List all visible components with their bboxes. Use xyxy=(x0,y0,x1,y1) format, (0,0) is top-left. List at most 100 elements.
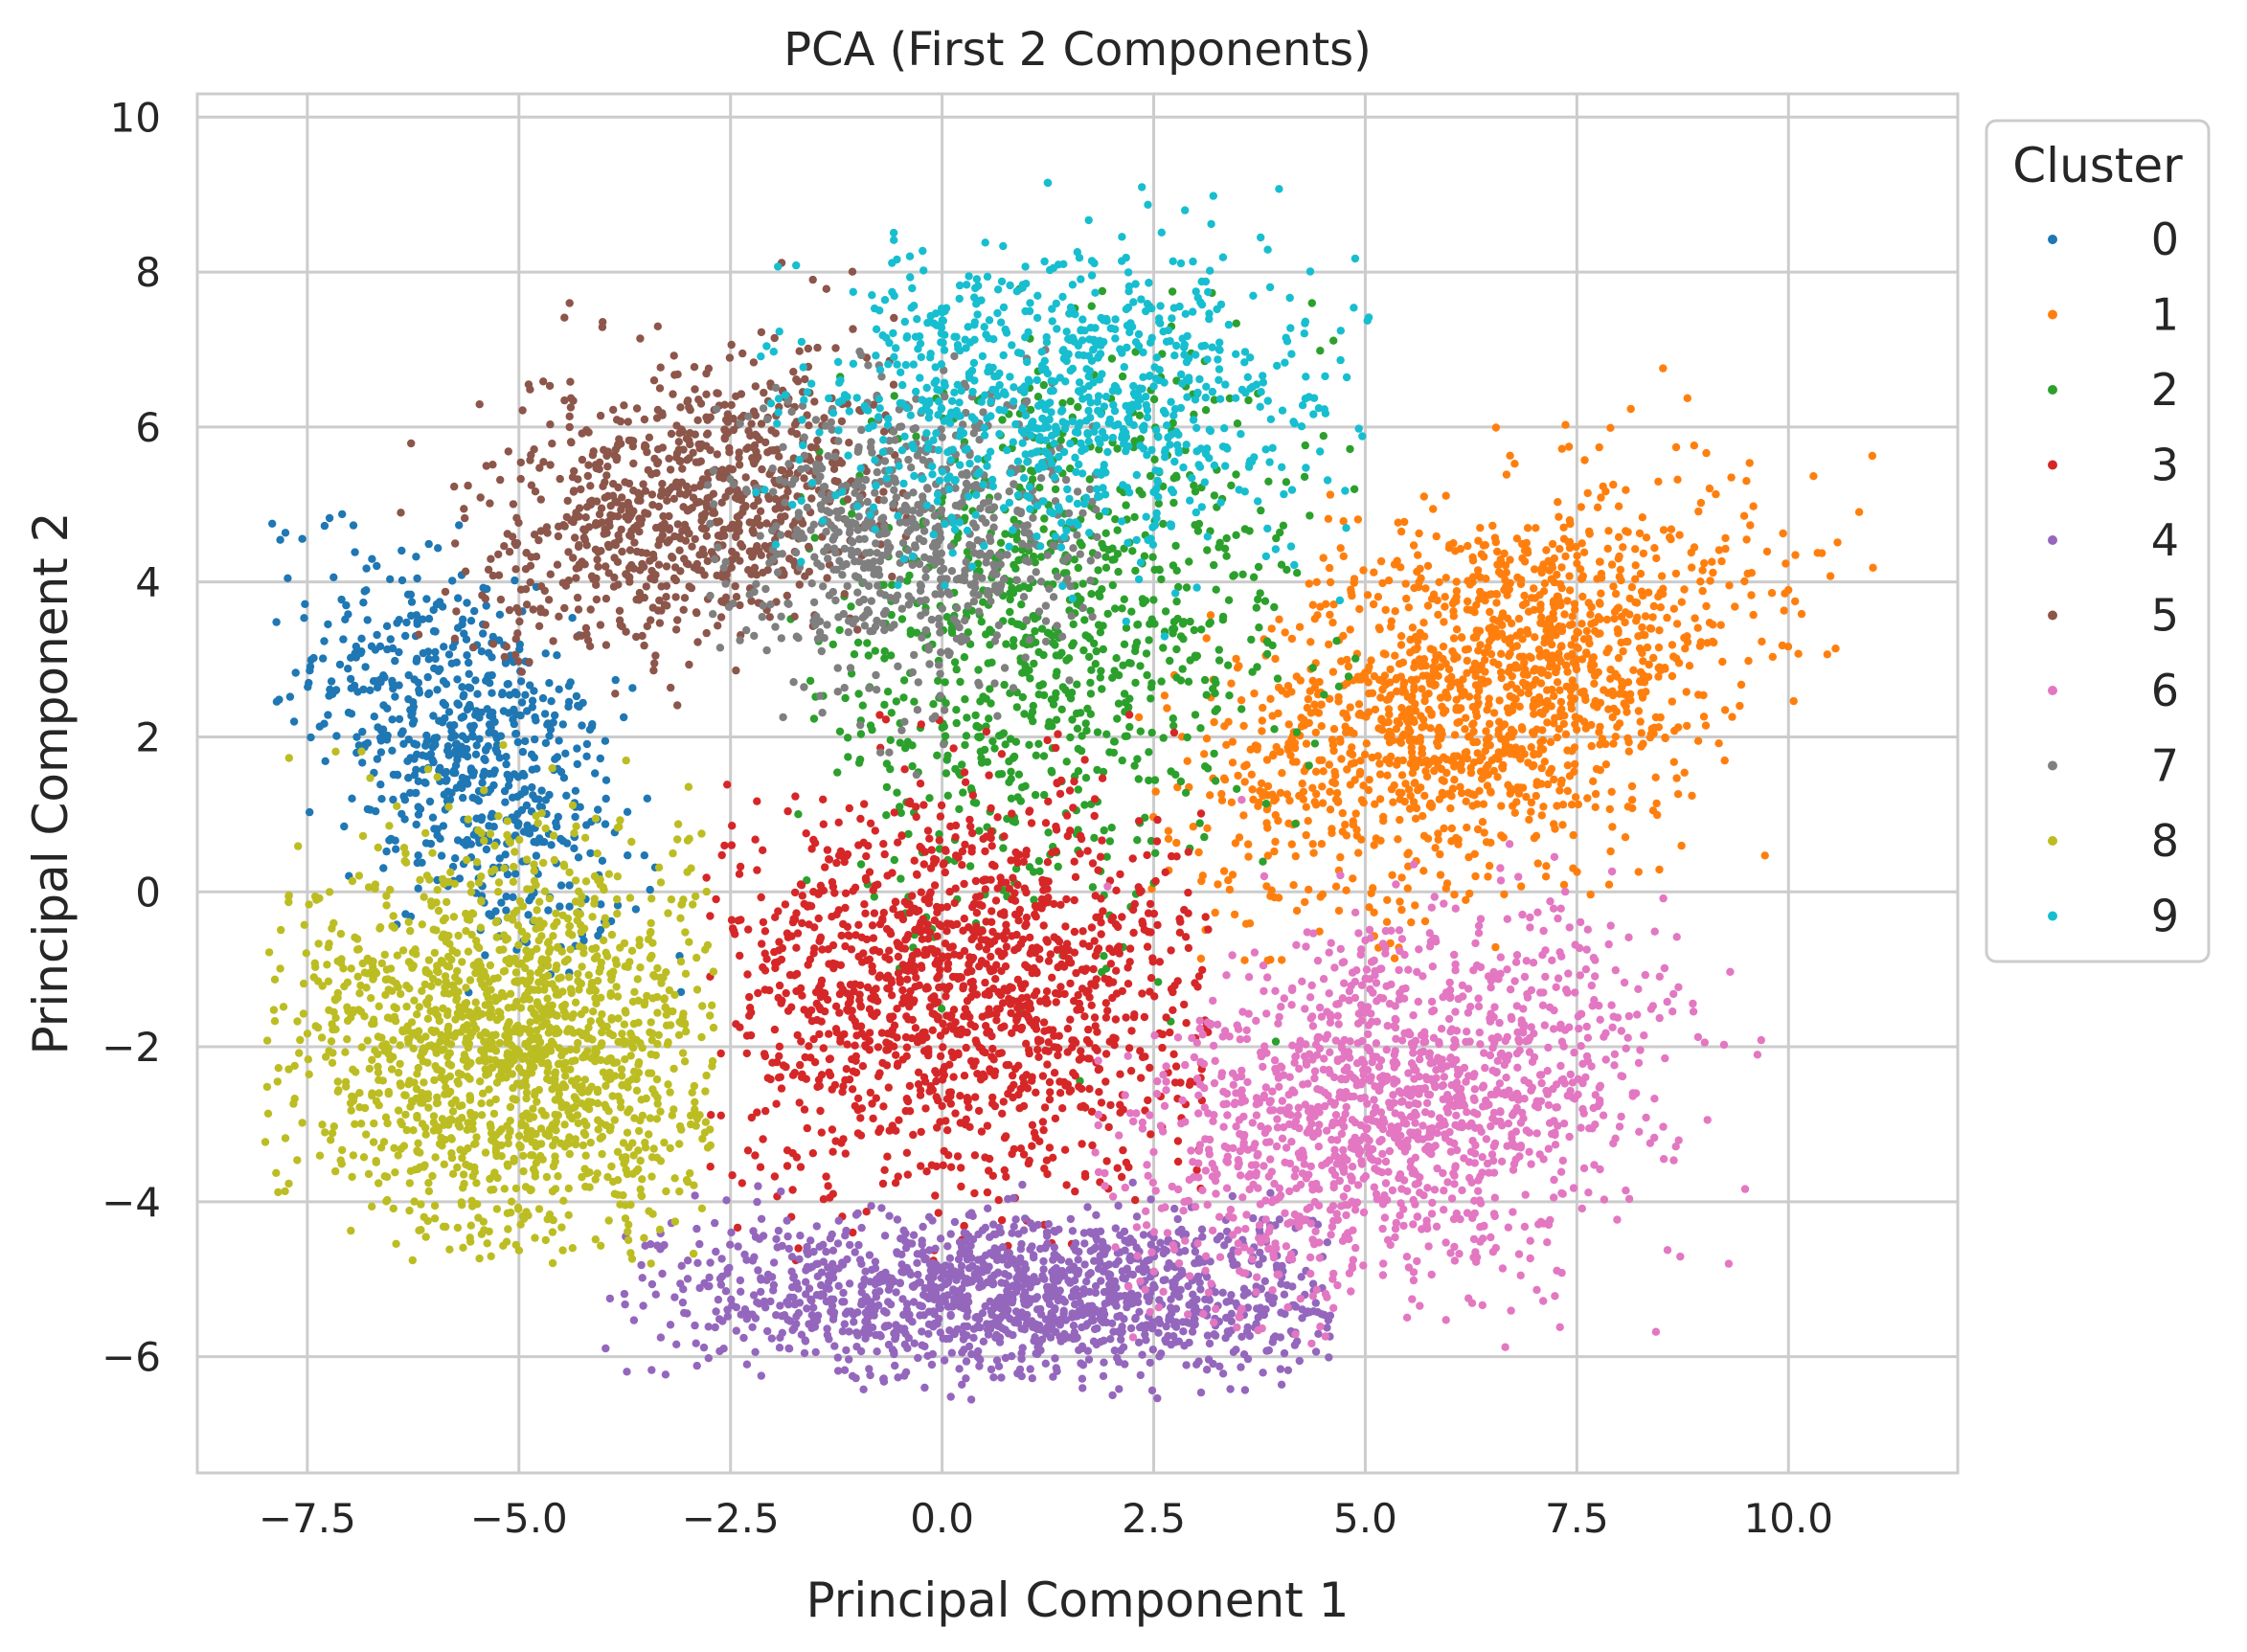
data-point xyxy=(433,831,442,840)
data-point xyxy=(1384,705,1394,713)
data-point xyxy=(1139,599,1147,608)
data-point xyxy=(1604,880,1614,889)
data-point xyxy=(1317,840,1327,849)
data-point xyxy=(958,760,966,769)
data-point xyxy=(1055,1089,1065,1098)
data-point xyxy=(976,892,985,900)
data-point xyxy=(1532,524,1540,532)
data-point xyxy=(360,587,369,596)
data-point xyxy=(335,660,345,669)
data-point xyxy=(1419,811,1427,821)
data-point xyxy=(1510,808,1520,817)
data-point xyxy=(832,910,841,919)
data-point xyxy=(1496,668,1506,677)
data-point xyxy=(1308,783,1317,792)
data-point xyxy=(1062,758,1071,766)
data-point xyxy=(1228,758,1237,767)
data-point xyxy=(905,999,914,1008)
data-point xyxy=(1418,758,1426,767)
data-point xyxy=(1200,750,1209,758)
data-point xyxy=(1153,1393,1162,1403)
data-point xyxy=(1146,1130,1155,1139)
data-point xyxy=(854,920,863,929)
data-point xyxy=(1095,1088,1103,1097)
data-point xyxy=(1055,789,1065,799)
data-point xyxy=(1014,770,1024,779)
data-point xyxy=(532,851,541,860)
data-point xyxy=(388,676,397,686)
data-point xyxy=(908,892,917,900)
data-point xyxy=(1060,1145,1070,1154)
data-point xyxy=(412,820,420,829)
data-point xyxy=(957,1164,965,1172)
data-point xyxy=(922,1167,931,1176)
data-point xyxy=(451,854,460,863)
data-point xyxy=(959,788,967,797)
data-point xyxy=(926,944,935,954)
data-point xyxy=(1051,485,1060,494)
data-point xyxy=(772,1099,781,1108)
data-point xyxy=(1439,642,1448,651)
data-point xyxy=(1332,788,1342,798)
data-point xyxy=(1572,542,1580,552)
data-point xyxy=(1547,702,1555,711)
data-point xyxy=(1214,880,1222,889)
data-point xyxy=(1579,717,1589,726)
data-point xyxy=(305,678,313,688)
data-point xyxy=(1760,851,1769,860)
data-point xyxy=(1154,1328,1163,1337)
data-point xyxy=(981,978,989,987)
data-point xyxy=(864,842,873,850)
data-point xyxy=(1626,404,1635,414)
data-point xyxy=(1169,498,1178,508)
data-point xyxy=(1431,656,1440,666)
data-point xyxy=(854,758,864,767)
data-point xyxy=(1667,525,1676,533)
data-point xyxy=(1423,834,1433,843)
data-point xyxy=(1305,885,1313,894)
data-point xyxy=(979,692,987,701)
data-point xyxy=(1050,933,1058,941)
data-point xyxy=(1027,947,1035,956)
data-point xyxy=(377,795,386,803)
data-point xyxy=(1295,791,1304,801)
data-point xyxy=(1113,550,1123,558)
data-point xyxy=(1000,911,1009,919)
data-point xyxy=(961,840,969,849)
data-point xyxy=(1396,738,1406,747)
data-point xyxy=(858,1062,868,1071)
data-point xyxy=(957,1182,965,1191)
data-point xyxy=(1062,1181,1071,1189)
data-point xyxy=(272,697,282,706)
data-point xyxy=(1629,666,1638,674)
data-point xyxy=(1477,661,1486,670)
data-point xyxy=(1042,987,1052,996)
data-point xyxy=(1005,1060,1013,1070)
data-point xyxy=(869,886,877,894)
data-point xyxy=(987,952,995,962)
data-point xyxy=(534,795,543,803)
data-point xyxy=(1515,702,1524,711)
data-point xyxy=(459,750,467,758)
data-point xyxy=(951,884,960,893)
data-point xyxy=(841,889,851,897)
data-point xyxy=(1108,993,1117,1003)
data-point xyxy=(1742,477,1751,486)
data-point xyxy=(839,1288,848,1298)
data-point xyxy=(1407,748,1417,757)
data-point xyxy=(570,844,579,852)
data-point xyxy=(1007,767,1015,776)
data-point xyxy=(1438,788,1447,798)
data-point xyxy=(1354,675,1363,684)
data-point xyxy=(926,864,936,872)
data-point xyxy=(486,712,494,720)
data-point xyxy=(1052,743,1060,753)
data-point xyxy=(968,953,978,962)
data-point xyxy=(933,974,942,983)
data-point xyxy=(1039,921,1048,930)
data-point xyxy=(1044,1038,1054,1047)
data-point xyxy=(562,791,571,800)
data-point xyxy=(868,1009,876,1019)
data-point xyxy=(1687,548,1696,557)
data-point xyxy=(1558,801,1568,809)
